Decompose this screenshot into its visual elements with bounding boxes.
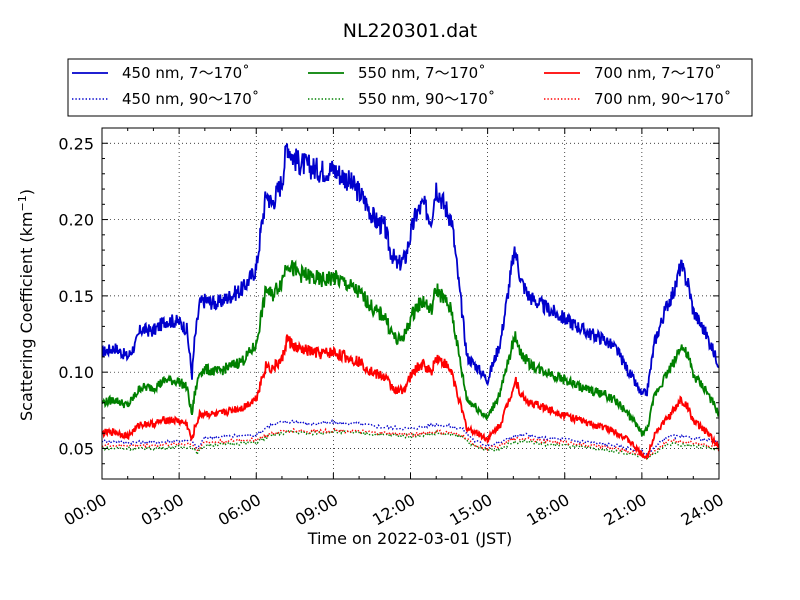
grid [102,128,719,479]
series-line-5 [102,334,719,461]
series-line-4 [102,428,719,460]
legend-label: 450 nm, 90～170˚ [122,90,259,108]
y-axis-title: Scattering Coefficient (km−1) [16,189,36,421]
y-tick-label: 0.25 [58,134,94,153]
series-layer [102,143,719,461]
legend-label: 550 nm, 7～170˚ [358,64,486,82]
x-tick-label: 24:00 [678,490,727,530]
series-line-3 [102,259,719,437]
series-line-1 [102,143,719,397]
x-tick-label: 18:00 [523,490,572,530]
y-tick-label: 0.15 [58,287,94,306]
chart-title: NL220301.dat [343,20,478,42]
legend-frame [67,58,753,117]
y-axis-title-close: ) [17,189,36,195]
y-axis-title-sup: −1 [16,195,29,211]
ticks [101,128,720,479]
x-tick-label: 06:00 [215,490,264,530]
legend: 450 nm, 7～170˚ 550 nm, 7～170˚ 700 nm, 7～17… [67,58,753,117]
series-line-6 [102,427,719,459]
x-tick-label: 21:00 [600,490,649,530]
x-tick-labels: 00:00 03:00 06:00 09:00 12:00 15:00 18:00 21:00… [61,490,727,530]
x-tick-label: 12:00 [369,490,418,530]
x-axis-title: Time on 2022-03-01 (JST) [307,529,512,548]
y-tick-labels: 0.05 0.10 0.15 0.20 0.25 [58,134,94,458]
x-tick-label: 09:00 [292,490,341,530]
legend-label: 700 nm, 90～170˚ [594,90,731,108]
y-tick-label: 0.10 [58,363,94,382]
y-tick-label: 0.05 [58,439,94,458]
y-tick-label: 0.20 [58,211,94,230]
legend-label: 450 nm, 7～170˚ [122,64,250,82]
legend-label: 700 nm, 7～170˚ [594,64,722,82]
x-tick-label: 15:00 [446,490,495,530]
x-tick-label: 03:00 [138,490,187,530]
y-axis-title-main: Scattering Coefficient (km [17,211,36,421]
x-tick-label: 00:00 [61,490,110,530]
legend-label: 550 nm, 90～170˚ [358,90,495,108]
